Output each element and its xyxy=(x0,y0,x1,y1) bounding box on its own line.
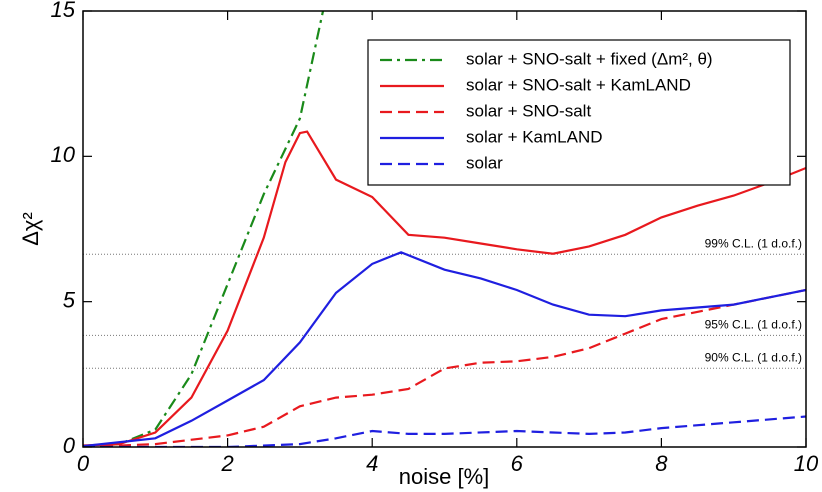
legend-label: solar xyxy=(466,153,503,172)
series-line xyxy=(83,130,806,447)
y-tick-label: 0 xyxy=(63,433,76,458)
x-tick-label: 8 xyxy=(655,451,668,476)
reference-label: 95% C.L. (1 d.o.f.) xyxy=(705,318,802,332)
x-tick-label: 0 xyxy=(77,451,90,476)
y-tick-label: 5 xyxy=(63,287,76,312)
x-tick-label: 6 xyxy=(511,451,524,476)
y-tick-label: 10 xyxy=(51,142,76,167)
series-line xyxy=(83,251,806,447)
reference-label: 90% C.L. (1 d.o.f.) xyxy=(705,350,802,364)
plot-area xyxy=(83,11,806,447)
plot-frame xyxy=(82,10,807,448)
series-line xyxy=(83,415,806,447)
legend-label: solar + SNO-salt xyxy=(466,101,591,120)
legend-label: solar + SNO-salt + fixed (Δm², θ) xyxy=(466,49,713,68)
x-axis-label: noise [%] xyxy=(399,464,490,489)
y-axis-label: Δχ² xyxy=(18,212,43,246)
series-line xyxy=(83,288,806,447)
x-tick-label: 4 xyxy=(366,451,378,476)
legend-label: solar + SNO-salt + KamLAND xyxy=(466,75,691,94)
x-tick-label: 10 xyxy=(794,451,819,476)
y-tick-label: 15 xyxy=(51,0,76,22)
x-tick-label: 2 xyxy=(220,451,233,476)
legend-label: solar + KamLAND xyxy=(466,127,603,146)
reference-label: 99% C.L. (1 d.o.f.) xyxy=(705,236,802,250)
series-line xyxy=(83,11,325,447)
